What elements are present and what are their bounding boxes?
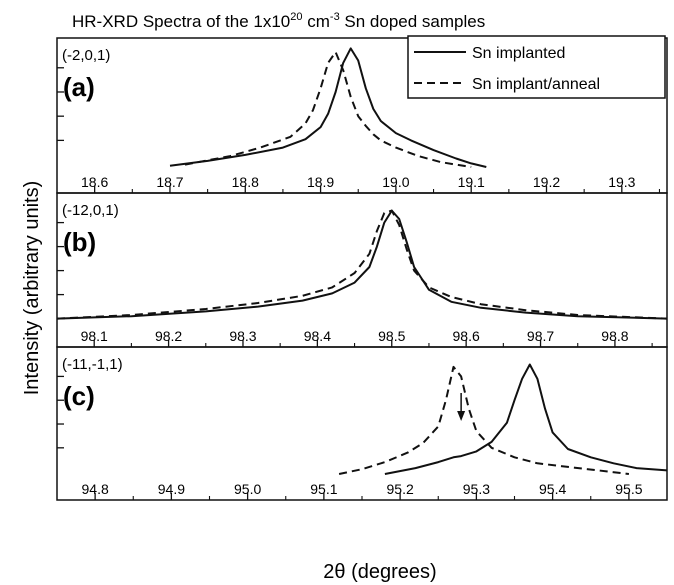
panel-a-x-tick-label-1: 18.7 (156, 174, 183, 190)
panel-b-x-tick-label-7: 98.8 (601, 328, 628, 344)
panel-b-x-tick-label-3: 98.4 (304, 328, 331, 344)
panel-c-x-tick-label-3: 95.1 (310, 481, 337, 497)
panel-c-x-tick-label-7: 95.5 (615, 481, 642, 497)
title-sup-1: 20 (290, 11, 302, 23)
panel-b-x-tick-label-4: 98.5 (378, 328, 405, 344)
panel-c-series-anneal (338, 365, 630, 475)
panel-c-arrow-head (457, 411, 466, 421)
legend-dashed-label: Sn implant/anneal (472, 76, 600, 93)
panel-a-x-tick-label-7: 19.3 (608, 174, 635, 190)
x-axis-label: 2θ (degrees) (323, 561, 436, 583)
panel-c-x-tick-label-6: 95.4 (539, 481, 566, 497)
title-mid: cm (303, 12, 330, 31)
panel-c-frame (56, 346, 668, 501)
panel-a-x-tick-label-3: 18.9 (307, 174, 334, 190)
panels-group: 18.6 18.7 18.8 18.9 19.0 19.1 19.2 19.3 (-2,0,1)… (56, 37, 668, 501)
y-axis-label: Intensity (arbitrary units) (21, 181, 43, 396)
title-sup-2: -3 (330, 11, 340, 23)
panel-b-x-tick-label-1: 98.2 (155, 328, 182, 344)
panel-c-x-tick-label-4: 95.2 (387, 481, 414, 497)
panel-c-x-tick-label-0: 94.8 (82, 481, 109, 497)
panel-b-letter-label: (b) (63, 227, 96, 257)
panel-a-x-tick-label-6: 19.2 (533, 174, 560, 190)
panel-c-series-implanted (384, 363, 668, 475)
panel-c: 94.8 94.9 95.0 95.1 95.2 95.3 95.4 95.5 (-11,-1,… (56, 346, 668, 501)
legend-solid-label: Sn implanted (472, 45, 565, 62)
panel-b: 98.1 98.2 98.3 98.4 98.5 98.6 98.7 98.8 (-12,0,1… (56, 192, 668, 348)
panel-a-x-tick-label-0: 18.6 (81, 174, 108, 190)
panel-a-series-implanted (169, 47, 487, 168)
panel-a-series-anneal (184, 51, 472, 168)
panel-a-x-tick-label-2: 18.8 (232, 174, 259, 190)
panel-b-x-tick-label-2: 98.3 (229, 328, 256, 344)
panel-b-series-implanted (56, 209, 668, 320)
panel-c-x-tick-label-5: 95.3 (463, 481, 490, 497)
title-prefix: HR-XRD Spectra of the 1x10 (72, 12, 290, 31)
panel-a: 18.6 18.7 18.8 18.9 19.0 19.1 19.2 19.3 (-2,0,1)… (56, 37, 668, 194)
panel-c-x-tick-label-2: 95.0 (234, 481, 261, 497)
panel-b-series-anneal (56, 209, 668, 320)
panel-a-letter-label: (a) (63, 72, 95, 102)
panel-c-orientation-label: (-11,-1,1) (62, 356, 123, 373)
legend: Sn implanted Sn implant/anneal (407, 35, 666, 99)
panel-b-orientation-label: (-12,0,1) (62, 202, 119, 219)
panel-b-frame (56, 192, 668, 348)
panel-b-x-tick-label-0: 98.1 (81, 328, 108, 344)
panel-c-letter-label: (c) (63, 381, 95, 411)
legend-box (407, 35, 666, 99)
panel-a-orientation-label: (-2,0,1) (62, 47, 110, 64)
panel-a-x-tick-label-4: 19.0 (382, 174, 409, 190)
chart-title: HR-XRD Spectra of the 1x1020 cm-3 Sn dop… (72, 11, 485, 31)
title-suffix: Sn doped samples (340, 12, 486, 31)
panel-b-x-tick-label-6: 98.7 (527, 328, 554, 344)
panel-a-x-tick-label-5: 19.1 (458, 174, 485, 190)
panel-c-x-tick-label-1: 94.9 (158, 481, 185, 497)
panel-b-x-tick-label-5: 98.6 (453, 328, 480, 344)
